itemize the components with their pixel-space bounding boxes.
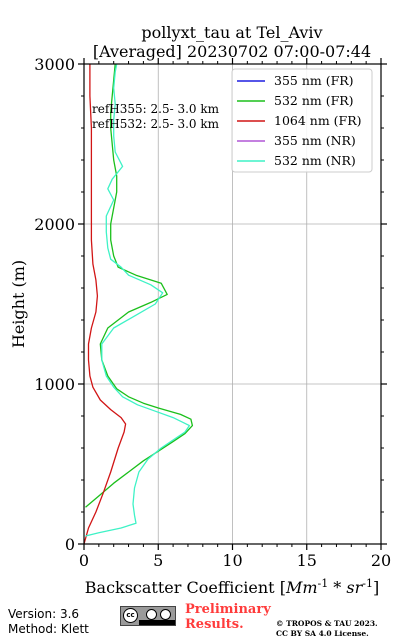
annotation-text: refH532: 2.5- 3.0 km (92, 117, 220, 131)
axis-ticks: 0 5 10 15 20 0 1000 2000 3000 (34, 55, 391, 570)
x-tick-label: 10 (222, 551, 242, 570)
cc-by-icon (146, 609, 157, 620)
method-label: Method: Klett (8, 622, 89, 636)
preliminary-results-label: Preliminary Results. (185, 602, 271, 632)
chart-title: pollyxt_tau at Tel_Aviv (141, 23, 322, 42)
x-tick-label: 0 (79, 551, 89, 570)
y-axis-label: Height (m) (9, 260, 28, 348)
series-line-4 (85, 63, 191, 537)
annotation-text: refH355: 2.5- 3.0 km (92, 102, 220, 116)
legend-entry: 355 nm (FR) (274, 73, 354, 88)
copyright-notice: © TROPOS & TAU 2023. CC BY SA 4.0 Licens… (276, 619, 378, 638)
cc-sa-icon (160, 609, 171, 620)
chart-subtitle: [Averaged] 20230702 07:00-07:44 (93, 42, 371, 61)
y-tick-label: 1000 (34, 375, 75, 394)
series-line-2 (83, 64, 127, 545)
cc-icon: cc (123, 608, 138, 623)
x-tick-label: 20 (371, 551, 391, 570)
version-label: Version: 3.6 (8, 607, 80, 621)
series-layer (83, 63, 194, 545)
cc-badge-strip (139, 620, 175, 625)
x-tick-label: 15 (297, 551, 317, 570)
x-tick-label: 5 (153, 551, 163, 570)
legend: 355 nm (FR) 532 nm (FR) 1064 nm (FR) 355 nm… (231, 68, 373, 173)
x-axis-label: Backscatter Coefficient [Mm-1 * sr-1] (85, 577, 379, 598)
legend-entry: 532 nm (NR) (274, 153, 356, 168)
legend-entry: 355 nm (NR) (274, 133, 356, 148)
legend-box (231, 68, 373, 173)
cc-license-badge: cc (120, 606, 176, 626)
legend-entry: 532 nm (FR) (274, 93, 354, 108)
y-tick-label: 2000 (34, 215, 75, 234)
y-tick-label: 0 (65, 535, 75, 554)
legend-entry: 1064 nm (FR) (274, 113, 362, 128)
series-line-1 (85, 63, 194, 508)
y-tick-label: 3000 (34, 55, 75, 74)
